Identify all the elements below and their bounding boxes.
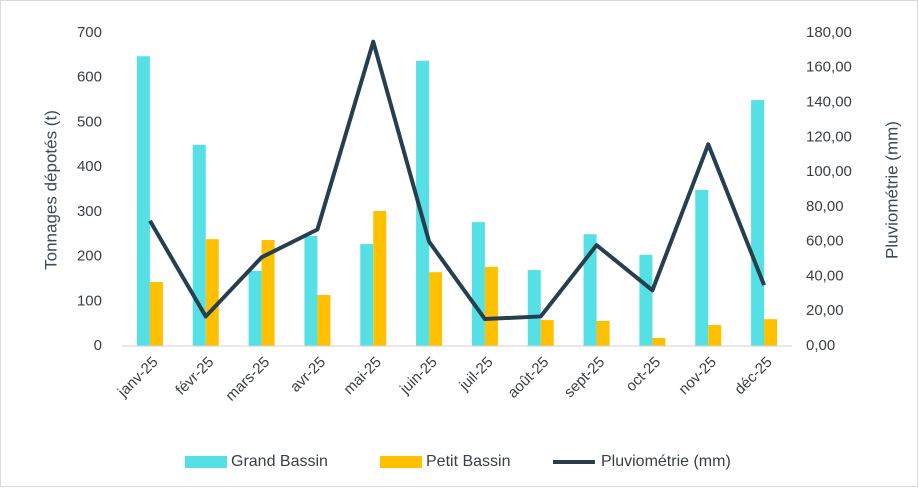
y2-tick-label: 160,00 [806, 59, 852, 76]
bar [373, 210, 387, 346]
y2-axis-title: Pluviométrie (mm) [882, 121, 901, 259]
bar [304, 236, 318, 346]
bar [205, 239, 219, 346]
bar [192, 144, 206, 346]
bar [695, 189, 709, 346]
y2-tick-label: 100,00 [806, 163, 852, 180]
bar [751, 100, 765, 346]
y-tick-label: 500 [77, 113, 102, 130]
bar [484, 266, 498, 346]
legend-swatch [380, 456, 422, 468]
bar [471, 222, 485, 346]
y-tick-label: 400 [77, 158, 102, 175]
y-tick-label: 300 [77, 203, 102, 220]
y2-tick-label: 0,00 [806, 337, 835, 354]
y-tick-label: 0 [94, 337, 102, 354]
legend-label: Grand Bassin [231, 453, 328, 470]
bar [652, 337, 666, 346]
bar [136, 56, 150, 346]
legend-swatch [185, 456, 227, 468]
bar [583, 234, 597, 346]
bar [248, 270, 262, 346]
bar [261, 240, 275, 346]
bar [639, 254, 653, 346]
bar [540, 320, 554, 346]
y2-tick-label: 40,00 [806, 267, 844, 284]
y-tick-label: 200 [77, 248, 102, 265]
bar [149, 282, 163, 346]
bar [764, 319, 778, 346]
y-tick-label: 700 [77, 24, 102, 41]
line-series [148, 39, 766, 322]
legend-label: Petit Bassin [426, 453, 510, 470]
y2-tick-label: 60,00 [806, 233, 844, 250]
y-tick-label: 600 [77, 69, 102, 86]
y2-tick-label: 180,00 [806, 24, 852, 41]
legend-label: Pluviométrie (mm) [601, 453, 731, 470]
y-axis-title: Tonnages dépotés (t) [41, 110, 60, 270]
bar [596, 320, 610, 346]
bar [527, 269, 541, 346]
bar [360, 244, 374, 346]
y2-tick-label: 80,00 [806, 198, 844, 215]
y2-tick-label: 20,00 [806, 302, 844, 319]
bar [416, 60, 430, 346]
y2-tick-label: 140,00 [806, 94, 852, 111]
y2-tick-label: 120,00 [806, 128, 852, 145]
bar [317, 295, 331, 346]
bar [429, 272, 443, 346]
y-tick-label: 100 [77, 292, 102, 309]
bar [708, 324, 722, 346]
